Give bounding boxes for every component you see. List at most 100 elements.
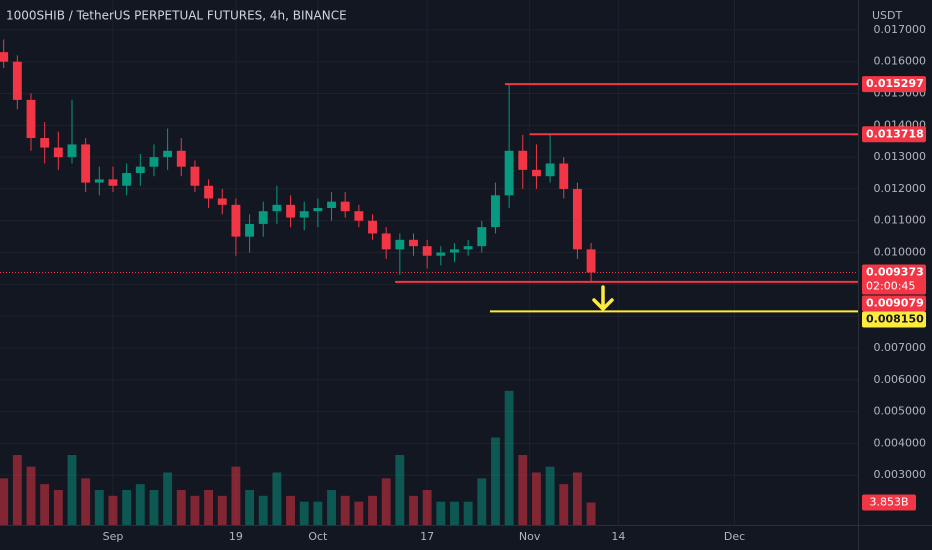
volume-bar: [122, 490, 132, 525]
volume-bar: [463, 501, 473, 525]
candle-body: [463, 246, 473, 250]
y-tick-label: 0.013000: [874, 150, 927, 163]
candle-body: [94, 179, 104, 183]
volume-bar: [368, 495, 377, 525]
candle-body: [258, 211, 268, 224]
candle-body: [545, 163, 555, 177]
candle-body: [231, 204, 241, 237]
candle-body: [518, 150, 528, 170]
volume-bar: [163, 472, 173, 525]
candle-body: [67, 144, 77, 158]
volume-bar: [190, 495, 200, 525]
last-price-box: [862, 264, 926, 295]
candle-body: [572, 188, 582, 250]
y-tick-label: 0.003000: [874, 468, 927, 481]
candle-body: [286, 204, 295, 218]
candle-body: [81, 144, 91, 183]
volume-bar: [572, 472, 582, 525]
candle-body: [135, 166, 145, 174]
candle-body: [176, 150, 186, 167]
x-tick-label: Sep: [103, 530, 124, 543]
candle-body: [340, 201, 350, 212]
volume-label: 3.853B: [869, 496, 908, 509]
volume-bar: [217, 495, 227, 525]
level-label-box: [862, 126, 926, 143]
volume-bar: [422, 490, 432, 525]
candle-body: [12, 61, 22, 100]
volume-bar: [176, 490, 186, 525]
volume-bar: [272, 472, 282, 525]
candle-body: [491, 195, 500, 228]
level-label: 0.013718: [866, 127, 924, 140]
y-tick-label: 0.005000: [874, 405, 927, 418]
x-tick-label: 17: [420, 530, 434, 543]
volume-bar: [245, 490, 255, 525]
candle-body: [190, 166, 200, 186]
candle-body: [409, 239, 418, 247]
volume-bar: [12, 455, 22, 525]
y-tick-label: 0.010000: [874, 246, 927, 259]
chart-title: 1000SHIB / TetherUS PERPETUAL FUTURES, 4…: [6, 9, 347, 23]
volume-bar: [258, 495, 268, 525]
volume-bar: [67, 455, 77, 525]
candle-body: [327, 201, 336, 209]
volume-bar: [108, 495, 118, 525]
volume-bar: [354, 501, 364, 525]
level-label: 0.009079: [866, 296, 924, 309]
y-tick-label: 0.004000: [874, 436, 927, 449]
candle-body: [217, 198, 227, 205]
volume-bar: [436, 501, 446, 525]
volume-label-box: [862, 494, 916, 511]
volume-bar: [94, 490, 104, 525]
level-label-box: [862, 311, 926, 328]
candle-body: [149, 157, 159, 167]
level-label: 0.015297: [866, 77, 924, 90]
volume-bar: [409, 495, 418, 525]
x-tick-label: 19: [229, 530, 243, 543]
candle-body: [245, 223, 255, 237]
y-tick-label: 0.012000: [874, 182, 927, 195]
volume-bar: [545, 466, 555, 525]
candle-body: [381, 233, 391, 250]
candle-body: [122, 173, 132, 186]
candle-body: [313, 208, 323, 212]
volume-bar: [313, 501, 323, 525]
volume-bar: [231, 466, 241, 525]
volume-bar: [53, 490, 63, 525]
volume-bar: [450, 501, 459, 525]
volume-bar: [26, 466, 36, 525]
volume-bar: [559, 484, 569, 525]
candle-body: [108, 179, 118, 186]
x-tick-label: Oct: [308, 530, 328, 543]
candle-body: [272, 204, 282, 212]
volume-bar: [327, 490, 336, 525]
level-label-box: [862, 295, 926, 312]
volume-bar: [395, 455, 405, 525]
candle-body: [26, 99, 36, 139]
volume-bar: [149, 490, 159, 525]
y-tick-label: 0.011000: [874, 214, 927, 227]
candle-body: [299, 211, 309, 218]
volume-bar: [286, 495, 295, 525]
candle-body: [0, 52, 9, 62]
candle-body: [163, 150, 173, 158]
volume-bar: [504, 390, 514, 525]
y-tick-label: 0.006000: [874, 373, 927, 386]
volume-bar: [0, 478, 9, 525]
volume-bar: [40, 484, 50, 525]
x-tick-label: Nov: [519, 530, 541, 543]
candle-body: [422, 246, 432, 256]
down-arrow: [592, 285, 614, 311]
candle-body: [368, 220, 377, 234]
volume-bar: [518, 455, 528, 525]
candle-body: [204, 185, 214, 199]
y-tick-label: 0.017000: [874, 23, 927, 36]
candle-body: [450, 249, 459, 253]
volume-bar: [81, 478, 91, 525]
x-tick-label: 14: [611, 530, 625, 543]
last-price-label: 0.009373: [866, 265, 924, 278]
volume-bar: [586, 502, 596, 525]
candle-body: [559, 163, 569, 189]
